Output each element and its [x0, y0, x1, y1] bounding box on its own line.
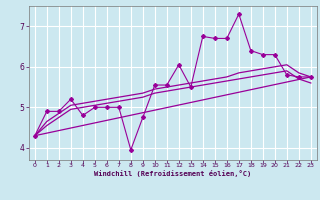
X-axis label: Windchill (Refroidissement éolien,°C): Windchill (Refroidissement éolien,°C) — [94, 170, 252, 177]
